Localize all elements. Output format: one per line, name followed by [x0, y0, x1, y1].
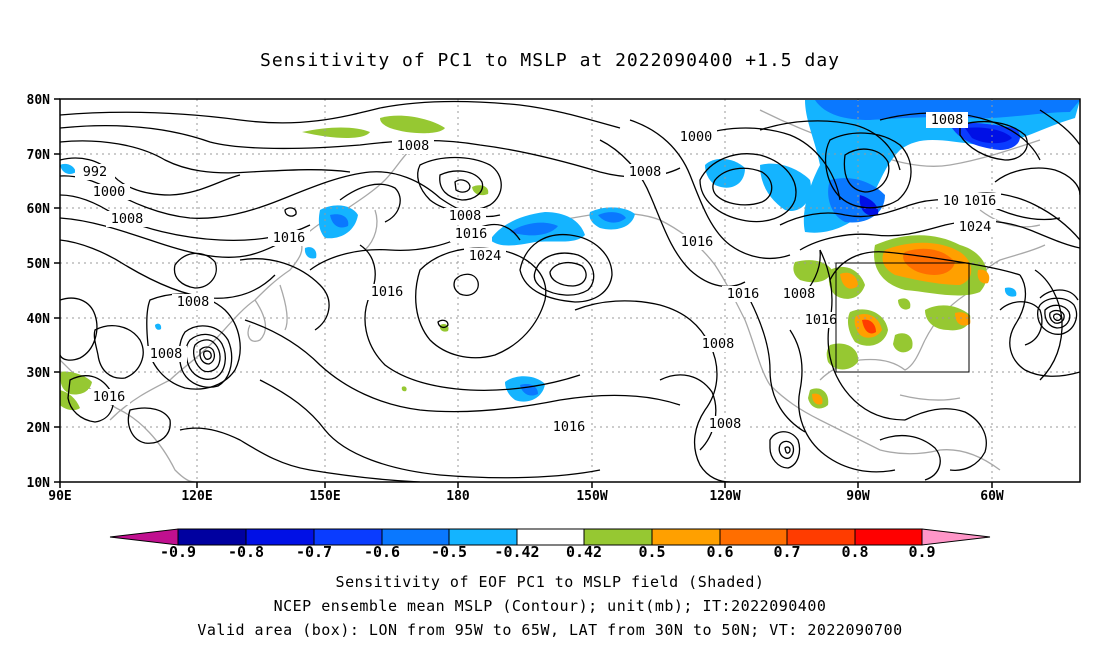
contour-label: 1008	[444, 208, 486, 224]
contour-label: 1008	[624, 164, 666, 180]
colorbar	[109, 528, 991, 546]
contour-label: 1016	[800, 312, 842, 328]
colorbar-tick: -0.5	[431, 543, 467, 561]
lon-label: 120W	[709, 489, 740, 504]
svg-text:1008: 1008	[397, 138, 430, 154]
svg-text:992: 992	[83, 164, 107, 180]
lon-label: 90E	[48, 489, 71, 504]
valid-area-box	[835, 262, 970, 373]
svg-text:1008: 1008	[702, 336, 735, 352]
lon-label: 60W	[980, 489, 1004, 504]
lat-label: 80N	[27, 93, 51, 108]
contour-label: 992	[75, 164, 115, 180]
contour-label: 1016	[722, 286, 764, 302]
contour-label: 1008	[697, 336, 739, 352]
svg-text:1016: 1016	[805, 312, 838, 328]
contour-labels: 992 1000 1008 1008 1016 1008 1008 1016 1…	[75, 112, 1001, 435]
colorbar-tick: 0.7	[773, 543, 800, 561]
contour-label: 1024	[954, 219, 996, 235]
lon-label: 180	[446, 489, 470, 504]
svg-text:1016: 1016	[681, 234, 714, 250]
footer-caption-line1: Sensitivity of EOF PC1 to MSLP field (Sh…	[335, 573, 765, 591]
svg-text:1008: 1008	[709, 416, 742, 432]
colorbar-tick: 0.8	[841, 543, 868, 561]
map-frame	[59, 98, 1081, 483]
latitude-labels: 80N 70N 60N 50N 40N 30N 20N 10N	[27, 93, 51, 491]
svg-text:1024: 1024	[959, 219, 992, 235]
lat-label: 20N	[27, 421, 51, 436]
svg-text:1000: 1000	[93, 184, 126, 200]
lat-label: 40N	[27, 312, 51, 327]
map-ticks	[54, 98, 993, 488]
contour-label: 1008	[392, 138, 434, 154]
contour-label: 1008	[704, 416, 746, 432]
lon-label: 150E	[309, 489, 340, 504]
colorbar-tick: -0.9	[160, 543, 196, 561]
lat-label: 30N	[27, 366, 51, 381]
contour-label: 1016	[548, 419, 590, 435]
svg-text:1016: 1016	[455, 226, 488, 242]
lat-label: 10N	[27, 476, 51, 491]
svg-text:1016: 1016	[727, 286, 760, 302]
contour-label: 1008	[145, 346, 187, 362]
colorbar-arrow-right	[921, 528, 991, 546]
colorbar-tick: 0.5	[638, 543, 665, 561]
longitude-labels: 90E 120E 150E 180 150W 120W 90W 60W	[48, 489, 1004, 504]
colorbar-tick: -0.6	[364, 543, 400, 561]
lat-label: 50N	[27, 257, 51, 272]
colorbar-tick: -0.7	[296, 543, 332, 561]
contour-label: 1000	[675, 129, 717, 145]
colorbar-tick: -0.8	[228, 543, 264, 561]
svg-text:1016: 1016	[964, 193, 997, 209]
svg-text:1024: 1024	[469, 248, 502, 264]
svg-text:1016: 1016	[273, 230, 306, 246]
lat-label: 60N	[27, 202, 51, 217]
lat-label: 70N	[27, 148, 51, 163]
contour-label: 1016	[676, 234, 718, 250]
map-plot-area: 992 1000 1008 1008 1016 1008 1008 1016 1…	[60, 99, 1080, 482]
contour-label: 1024	[464, 248, 506, 264]
colorbar-tick: -0.42	[494, 543, 539, 561]
lon-label: 150W	[576, 489, 607, 504]
contour-label: 1008	[172, 294, 214, 310]
svg-text:1008: 1008	[111, 211, 144, 227]
svg-text:1008: 1008	[629, 164, 662, 180]
contour-label: 1008	[778, 286, 820, 302]
colorbar-tick: 0.42	[566, 543, 602, 561]
svg-text:1016: 1016	[553, 419, 586, 435]
svg-text:1008: 1008	[449, 208, 482, 224]
contour-label: 1008	[106, 211, 148, 227]
footer-caption-line3: Valid area (box): LON from 95W to 65W, L…	[197, 621, 903, 639]
svg-text:1008: 1008	[177, 294, 210, 310]
colorbar-tick: 0.9	[908, 543, 935, 561]
contour-label: 1016	[366, 284, 408, 300]
svg-text:1008: 1008	[150, 346, 183, 362]
lon-label: 120E	[181, 489, 212, 504]
colorbar-ticks: -0.9 -0.8 -0.7 -0.6 -0.5 -0.42 0.42 0.5 …	[160, 543, 936, 561]
svg-text:1008: 1008	[783, 286, 816, 302]
contour-label: 1016	[450, 226, 492, 242]
svg-text:1016: 1016	[93, 389, 126, 405]
svg-text:1000: 1000	[680, 129, 713, 145]
svg-text:1008: 1008	[931, 112, 964, 128]
contour-label: 1016	[268, 230, 310, 246]
map-title: Sensitivity of PC1 to MSLP at 2022090400…	[259, 50, 840, 71]
lon-label: 90W	[846, 489, 870, 504]
footer-caption-line2: NCEP ensemble mean MSLP (Contour); unit(…	[273, 597, 827, 615]
contour-label: 1008	[926, 112, 968, 128]
contour-label: 1000	[88, 184, 130, 200]
contour-label: 1016	[88, 389, 130, 405]
colorbar-tick: 0.6	[706, 543, 733, 561]
contour-label: 1016	[959, 193, 1001, 209]
svg-text:1016: 1016	[371, 284, 404, 300]
